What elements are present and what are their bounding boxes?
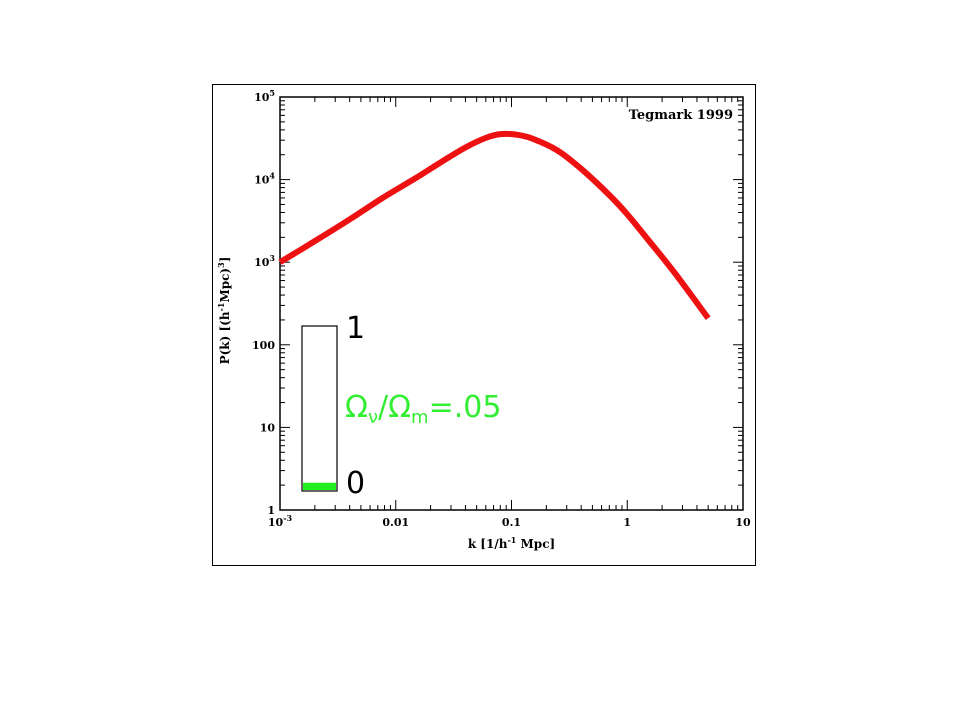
plot-area [278,96,744,511]
figure-frame: 10-3 0.01 0.1 1 10 1 10 100 103 104 105 k [1/h-1 … [212,84,756,566]
x-tick-label: 0.01 [382,516,409,529]
series-line-power-spectrum [278,130,711,320]
y-tick-label: 100 [252,339,275,352]
plot-frame [279,96,744,511]
y-tick-label: 103 [254,253,275,269]
inset-bar-fill [303,482,336,490]
inset-label-1: 1 [346,311,365,346]
x-tick-label: 1 [623,516,631,529]
inset-label-0: 0 [346,466,365,501]
major-ticks [279,96,744,511]
omega-ratio-label: Ων/Ωm=.05 [345,390,501,428]
y-tick-label: 1 [267,504,275,517]
y-tick-label: 105 [254,88,275,104]
y-tick-labels: 1 10 100 103 104 105 [252,88,275,517]
x-axis-label: k [1/h-1 Mpc] [468,535,555,551]
credit-annotation: Tegmark 1999 [629,108,733,123]
y-tick-label: 104 [254,171,275,187]
x-tick-label: 0.1 [502,516,521,529]
x-tick-label: 10-3 [268,513,293,529]
x-tick-labels: 10-3 0.01 0.1 1 10 [268,513,751,529]
y-axis-label: P(k) [(h-1Mpc)3] [216,257,232,365]
y-tick-label: 10 [260,421,276,434]
minor-ticks [280,97,743,510]
inset-bar-frame [301,325,338,492]
x-tick-label: 10 [735,516,751,529]
neutrino-fraction-inset: 1 0 Ων/Ωm=.05 [301,311,501,501]
